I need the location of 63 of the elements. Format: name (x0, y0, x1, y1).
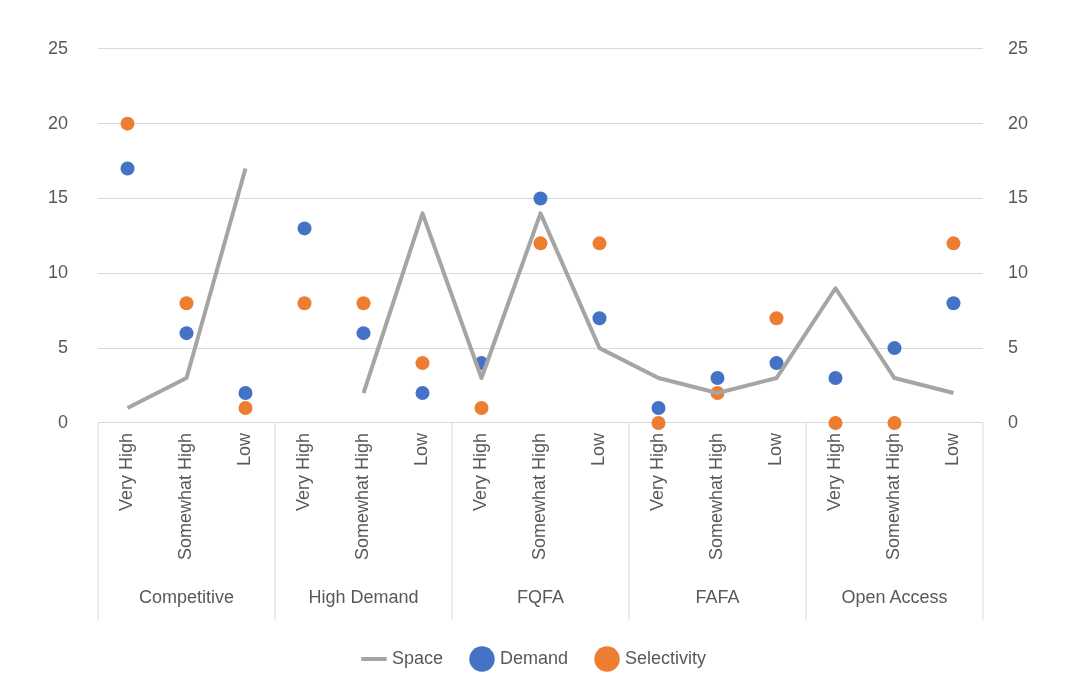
point (297, 221, 312, 236)
point (887, 415, 902, 430)
y2-tick-label: 10 (1007, 262, 1029, 283)
x-tick-label: Low (588, 431, 609, 466)
point (533, 191, 548, 206)
point (415, 356, 430, 371)
point (828, 415, 843, 430)
legend-label: Space (391, 647, 443, 668)
text: FQFA (516, 586, 565, 607)
y-tick-label: 20 (47, 112, 69, 133)
point (356, 296, 371, 311)
point (179, 326, 194, 341)
point (651, 415, 666, 430)
point (769, 311, 784, 326)
y-tick-label: 10 (47, 262, 69, 283)
y-tick-label: 0 (58, 411, 69, 432)
point (592, 311, 607, 326)
point (946, 296, 961, 311)
point (179, 296, 194, 311)
x-tick-label: Very High (470, 432, 491, 511)
y-tick-label: 25 (47, 37, 69, 58)
y2-tick-label: 15 (1007, 187, 1029, 208)
point (415, 386, 430, 401)
point (710, 371, 725, 386)
x-tick-label: Somewhat High (529, 432, 550, 561)
x-tick-label: Very High (293, 432, 314, 511)
x-tick-label: Low (942, 431, 963, 466)
y-tick-label: 5 (58, 337, 69, 358)
legend-label: Selectivity (625, 647, 707, 668)
text: High Demand (308, 586, 419, 607)
point (533, 236, 548, 251)
point (828, 371, 843, 386)
y2-tick-label: 20 (1007, 112, 1029, 133)
point (238, 400, 253, 415)
y2-tick-label: 0 (1007, 411, 1018, 432)
x-tick-label: Somewhat High (883, 432, 904, 561)
x-tick-label: Low (234, 431, 255, 466)
y2-tick-label: 25 (1007, 37, 1029, 58)
y-tick-label: 15 (47, 187, 69, 208)
x-tick-label: Very High (824, 432, 845, 511)
x-tick-label: Low (765, 431, 786, 466)
x-tick-label: Very High (647, 432, 668, 511)
point (356, 326, 371, 341)
point (651, 400, 666, 415)
point (238, 386, 253, 401)
point (592, 236, 607, 251)
x-tick-label: Very High (116, 432, 137, 511)
point (297, 296, 312, 311)
point (120, 116, 135, 131)
point (120, 161, 135, 176)
x-tick-label: Low (411, 431, 432, 466)
x-tick-label: Somewhat High (175, 432, 196, 561)
point (474, 400, 489, 415)
x-tick-label: Somewhat High (352, 432, 373, 561)
point (946, 236, 961, 251)
x-tick-label: Somewhat High (706, 432, 727, 561)
legend-label: Demand (499, 647, 569, 668)
text: FAFA (695, 586, 740, 607)
text: Competitive (138, 586, 235, 607)
y2-tick-label: 5 (1007, 337, 1018, 358)
point (769, 356, 784, 371)
text: Open Access (841, 586, 948, 607)
point (887, 341, 902, 356)
